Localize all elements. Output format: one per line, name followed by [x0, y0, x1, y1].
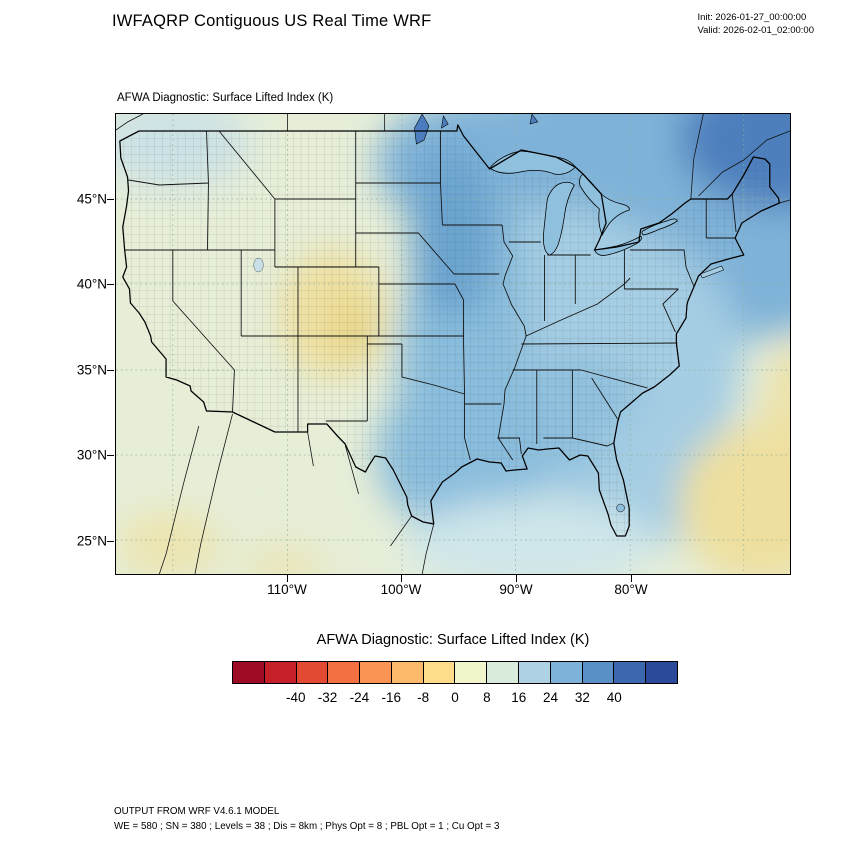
x-axis-label-80w: 80°W: [614, 582, 648, 597]
state-boundaries: [124, 130, 737, 461]
colorbar-tick-label: 16: [511, 690, 527, 705]
y-axis-label-30n: 30°N: [76, 447, 107, 463]
lake-okeechobee: [616, 503, 625, 513]
small-map-features: [253, 257, 724, 513]
colorbar-tick-label: -24: [349, 690, 370, 705]
colorbar-title: AFWA Diagnostic: Surface Lifted Index (K…: [316, 632, 590, 648]
x-tick-mark: [631, 575, 632, 582]
colorbar-tick-labels: -40 -32 -24 -16 -8 0 8 16 24 32 40: [232, 690, 678, 708]
lifted-index-map: [116, 114, 790, 574]
x-tick-mark: [287, 575, 288, 582]
colorbar-segment: [391, 662, 424, 683]
lake-erie: [593, 235, 642, 256]
lake-huron: [579, 173, 630, 236]
colorbar-segment: [296, 662, 329, 683]
init-time-label: Init: 2026-01-27_00:00:00: [697, 12, 807, 23]
page-title: IWFAQRP Contiguous US Real Time WRF: [112, 12, 432, 30]
footer-model-version: OUTPUT FROM WRF V4.6.1 MODEL: [114, 806, 280, 817]
x-axis-label-90w: 90°W: [499, 582, 533, 597]
colorbar-tick-label: -40: [285, 690, 306, 705]
great-salt-lake: [253, 257, 264, 273]
y-tick-mark: [107, 455, 114, 456]
lake-ontario: [641, 218, 678, 236]
colorbar-tick-label: 24: [543, 690, 559, 705]
colorbar-tick-label: -8: [417, 690, 430, 705]
canada-lakes: [414, 114, 539, 145]
footer-model-config: WE = 580 ; SN = 380 ; Levels = 38 ; Dis …: [114, 820, 500, 832]
y-axis-label-25n: 25°N: [76, 533, 107, 549]
colorbar-segment: [582, 662, 615, 683]
long-island: [700, 265, 724, 279]
colorbar-segment: [487, 662, 520, 683]
y-axis-label-45n: 45°N: [76, 191, 107, 207]
canada-mexico-boundaries: [116, 114, 790, 574]
colorbar-segment: [233, 662, 265, 683]
colorbar-segment: [550, 662, 583, 683]
colorbar: [232, 661, 678, 684]
y-tick-mark: [107, 370, 114, 371]
x-axis-label-100w: 100°W: [380, 582, 422, 597]
lake-michigan: [543, 181, 575, 256]
x-axis-label-110w: 110°W: [267, 582, 307, 597]
x-tick-mark: [401, 575, 402, 582]
y-tick-mark: [107, 199, 114, 200]
y-axis-label-40n: 40°N: [76, 276, 107, 292]
y-tick-mark: [107, 284, 114, 285]
x-tick-mark: [516, 575, 517, 582]
colorbar-tick-label: 8: [483, 690, 491, 705]
y-axis-label-35n: 35°N: [76, 362, 107, 378]
colorbar-segment: [360, 662, 392, 683]
colorbar-segment: [455, 662, 488, 683]
colorbar-segment: [328, 662, 361, 683]
us-coastline-outline: [119, 124, 781, 537]
colorbar-segment: [614, 662, 647, 683]
colorbar-segment: [264, 662, 297, 683]
y-tick-mark: [107, 541, 114, 542]
colorbar-tick-label: 32: [574, 690, 590, 705]
map-subtitle: AFWA Diagnostic: Surface Lifted Index (K…: [117, 92, 334, 104]
colorbar-tick-label: 0: [451, 690, 459, 705]
colorbar-tick-label: -16: [381, 690, 402, 705]
colorbar-segment: [423, 662, 456, 683]
colorbar-tick-label: -32: [317, 690, 338, 705]
footer-block: OUTPUT FROM WRF V4.6.1 MODEL WE = 580 ; …: [114, 805, 499, 834]
init-valid-block: Init: 2026-01-27_00:00:00 Valid: 2026-02…: [697, 11, 814, 38]
wrf-map: [115, 113, 791, 575]
colorbar-tick-label: 40: [606, 690, 622, 705]
colorbar-segment: [519, 662, 551, 683]
county-boundaries-texture: [119, 125, 780, 536]
colorbar-segment: [646, 662, 677, 683]
valid-time-label: Valid: 2026-02-01_02:00:00: [697, 25, 814, 37]
